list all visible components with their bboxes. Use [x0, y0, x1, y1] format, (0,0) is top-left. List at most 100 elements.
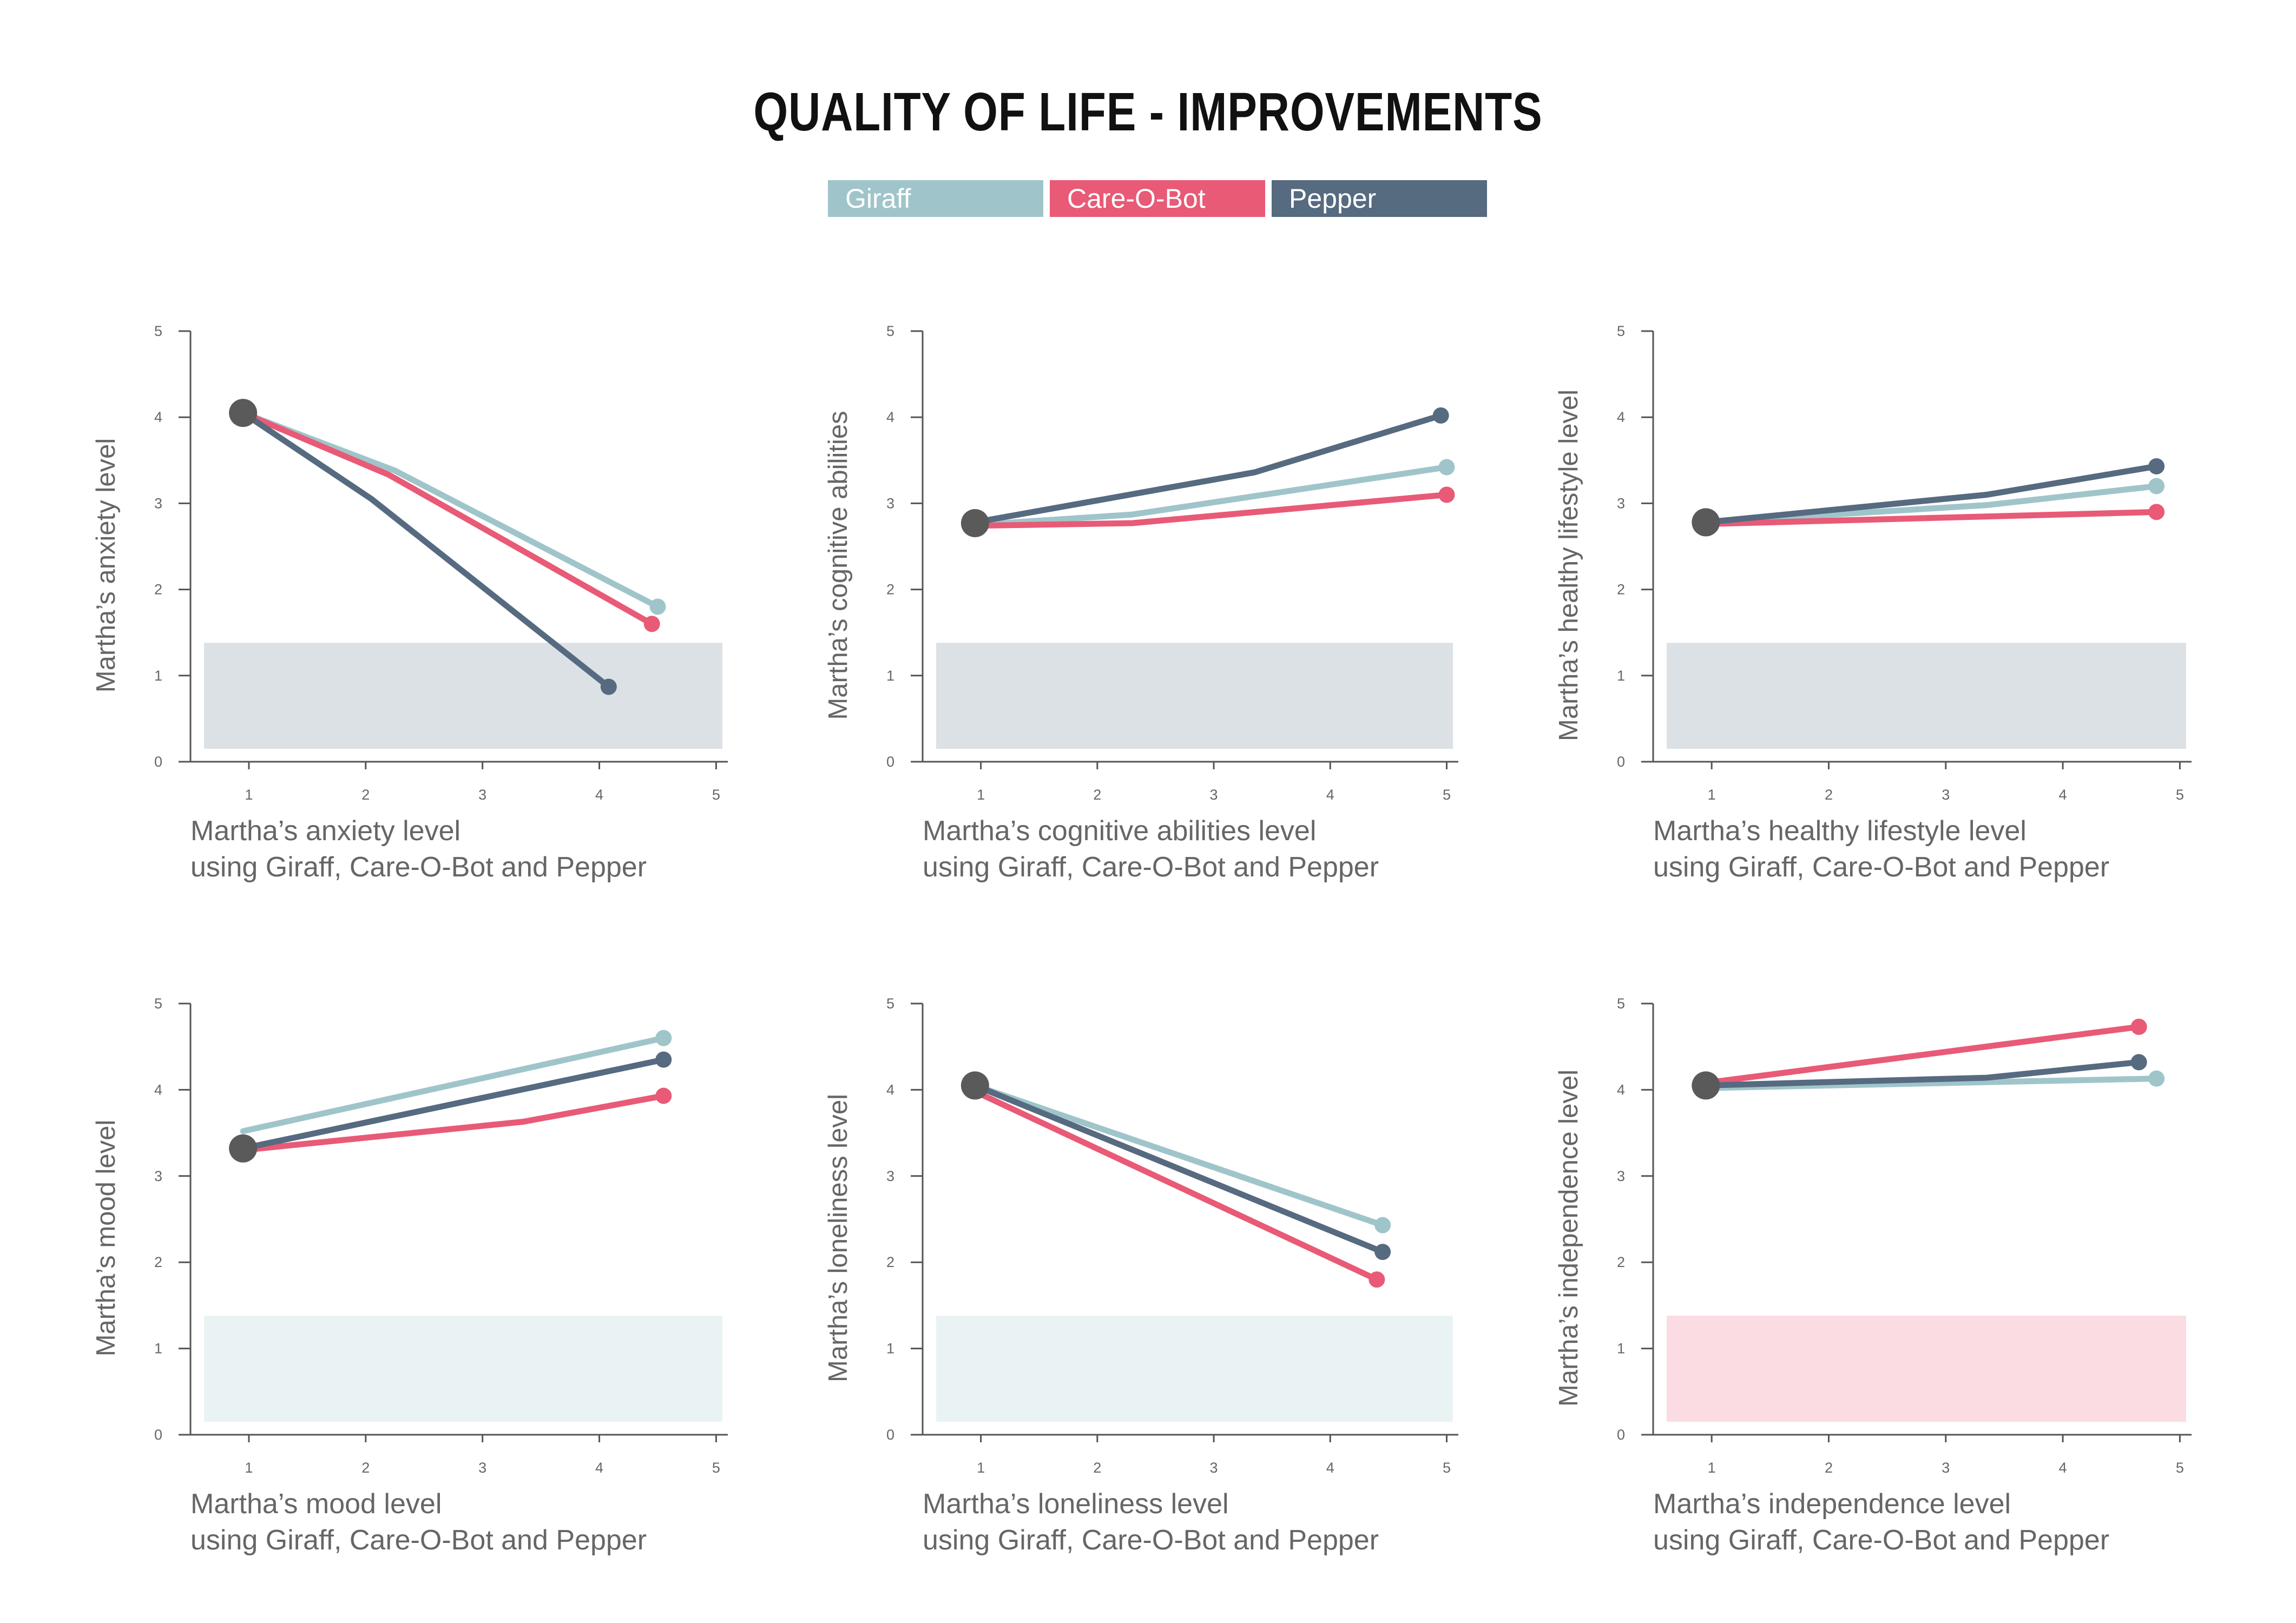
series-end-point-2 [2148, 504, 2165, 520]
y-tick-label: 2 [886, 1254, 894, 1270]
series-line-1 [1702, 1076, 2160, 1091]
y-tick-label: 2 [154, 1254, 162, 1270]
series-line-3 [972, 412, 1444, 525]
y-tick-label: 4 [1617, 1081, 1625, 1098]
x-tick-label: 1 [1708, 1460, 1716, 1476]
y-tick-label: 2 [1617, 1254, 1625, 1270]
series-end-point-1 [1438, 459, 1455, 476]
series-end-point-3 [1432, 407, 1449, 424]
x-axis-label: Martha’s anxiety level [190, 815, 460, 847]
y-tick-label: 0 [154, 1427, 162, 1443]
x-tick-label: 2 [1093, 787, 1101, 803]
x-axis-label: using Giraff, Care-O-Bot and Pepper [190, 1525, 647, 1556]
x-axis-label: Martha’s independence level [1653, 1488, 2011, 1520]
series-line-1 [972, 464, 1450, 528]
start-point [1692, 1071, 1720, 1100]
y-tick-label: 4 [1617, 409, 1625, 425]
start-point [229, 1134, 258, 1163]
target-band [936, 643, 1453, 749]
chart-panel-5: 0 1 2 3 4 5 1 2 3 4 5 Martha’s loneliness level Mart… [824, 995, 1458, 1556]
series-line-3 [1702, 1059, 2142, 1088]
series-end-point-1 [1374, 1217, 1391, 1233]
chart-panel-6: 0 1 2 3 4 5 1 2 3 4 5 Martha’s independence level Ma… [1554, 995, 2192, 1556]
y-tick-label: 0 [154, 754, 162, 770]
legend-item-pepper: Pepper [1272, 180, 1487, 217]
legend: Giraff Care-O-Bot Pepper [828, 180, 1487, 217]
series-end-point-2 [1369, 1271, 1385, 1288]
y-tick-label: 3 [1617, 495, 1625, 511]
chart-panel-1: 0 1 2 3 4 5 1 2 3 4 5 Martha’s anxiety level Martha’… [91, 323, 728, 883]
x-tick-label: 5 [712, 1460, 720, 1476]
x-tick-label: 2 [361, 787, 370, 803]
x-tick-label: 1 [245, 787, 253, 803]
y-tick-label: 5 [1617, 995, 1625, 1012]
series-end-point-2 [655, 1087, 672, 1104]
y-tick-label: 3 [154, 495, 162, 511]
series-end-point-3 [2130, 1054, 2147, 1071]
x-tick-label: 1 [1708, 787, 1716, 803]
x-axis-label: Martha’s loneliness level [923, 1488, 1229, 1520]
y-tick-label: 4 [154, 409, 162, 425]
y-tick-label: 2 [1617, 582, 1625, 598]
series-end-point-2 [643, 616, 660, 632]
target-band [1667, 1316, 2186, 1422]
series-line-2 [1702, 509, 2160, 527]
x-axis-label: using Giraff, Care-O-Bot and Pepper [923, 1525, 1379, 1556]
y-tick-label: 5 [886, 323, 894, 339]
y-tick-label: 5 [886, 995, 894, 1012]
x-tick-label: 2 [1825, 1460, 1833, 1476]
y-tick-label: 0 [886, 1427, 894, 1443]
start-point [1692, 508, 1720, 537]
y-tick-label: 4 [886, 1081, 894, 1098]
x-tick-label: 5 [2176, 1460, 2184, 1476]
x-tick-label: 4 [595, 1460, 603, 1476]
series-line-1 [240, 1035, 667, 1134]
y-tick-label: 2 [886, 582, 894, 598]
series-end-point-1 [655, 1030, 672, 1046]
x-tick-label: 5 [712, 787, 720, 803]
y-axis-label: Martha’s loneliness level [824, 1094, 853, 1382]
start-point [229, 399, 258, 427]
legend-item-giraff: Giraff [828, 180, 1043, 217]
start-point [960, 509, 989, 538]
x-tick-label: 3 [478, 1460, 486, 1476]
series-line-3 [240, 410, 612, 690]
x-axis-label: using Giraff, Care-O-Bot and Pepper [1653, 852, 2109, 883]
y-tick-label: 1 [886, 668, 894, 684]
series-line-2 [972, 1088, 1380, 1283]
series-end-point-3 [600, 678, 617, 695]
series-line-2 [972, 491, 1450, 529]
y-tick-label: 3 [886, 1168, 894, 1184]
y-tick-label: 1 [154, 1341, 162, 1357]
y-tick-label: 1 [1617, 1341, 1625, 1357]
target-band [204, 1316, 722, 1422]
x-tick-label: 1 [977, 1460, 985, 1476]
y-tick-label: 0 [886, 754, 894, 770]
target-band [936, 1316, 1453, 1422]
series-end-point-3 [1374, 1244, 1391, 1261]
x-tick-label: 4 [2059, 1460, 2067, 1476]
series-end-point-1 [2148, 478, 2165, 494]
y-tick-label: 3 [154, 1168, 162, 1184]
x-tick-label: 2 [361, 1460, 370, 1476]
chart-panel-2: 0 1 2 3 4 5 1 2 3 4 5 Martha’s cognitive abilities M… [824, 323, 1458, 883]
x-tick-label: 2 [1825, 787, 1833, 803]
x-tick-label: 4 [595, 787, 603, 803]
series-end-point-3 [2148, 458, 2165, 474]
chart-title: QUALITY OF LIFE - IMPROVEMENTS [753, 82, 1543, 142]
y-tick-label: 5 [1617, 323, 1625, 339]
x-tick-label: 5 [1443, 1460, 1451, 1476]
x-axis-label: using Giraff, Care-O-Bot and Pepper [923, 852, 1379, 883]
x-tick-label: 5 [2176, 787, 2184, 803]
y-axis-label: Martha’s cognitive abilities [824, 411, 853, 720]
y-tick-label: 2 [154, 582, 162, 598]
series-line-1 [972, 1082, 1386, 1229]
x-axis-label: using Giraff, Care-O-Bot and Pepper [1653, 1525, 2109, 1556]
x-tick-label: 4 [1326, 787, 1334, 803]
series-line-3 [1702, 463, 2160, 525]
x-axis-label: Martha’s cognitive abilities level [923, 815, 1316, 847]
x-axis-label: using Giraff, Care-O-Bot and Pepper [190, 852, 647, 883]
series-line-2 [240, 1093, 667, 1153]
target-band [204, 643, 722, 749]
